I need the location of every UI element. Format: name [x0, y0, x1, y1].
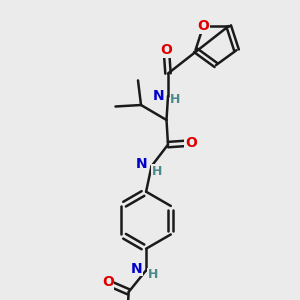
Text: O: O [160, 44, 172, 57]
Text: N: N [153, 89, 164, 103]
Text: H: H [170, 93, 181, 106]
Text: O: O [102, 275, 114, 289]
Text: O: O [185, 136, 197, 150]
Text: N: N [136, 157, 148, 171]
Text: H: H [148, 268, 158, 281]
Text: N: N [131, 262, 142, 276]
Text: H: H [152, 165, 162, 178]
Text: O: O [197, 19, 209, 33]
